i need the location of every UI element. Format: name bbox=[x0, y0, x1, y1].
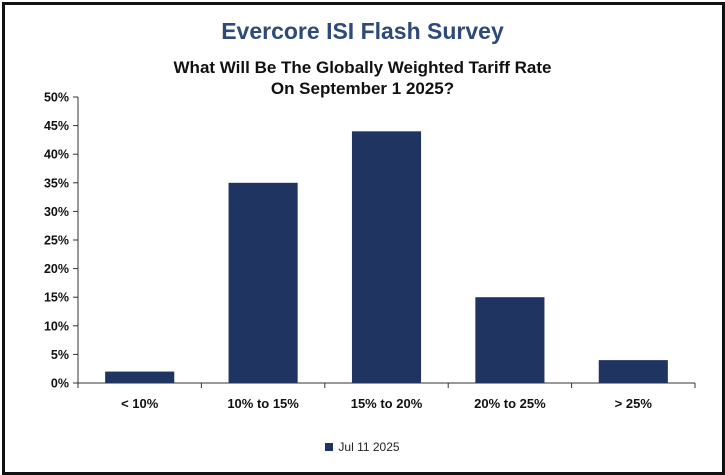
chart-title: Evercore ISI Flash Survey bbox=[221, 18, 504, 44]
y-tick-label: 40% bbox=[44, 148, 69, 162]
y-tick-label: 20% bbox=[44, 262, 69, 276]
x-tick-label: 20% to 25% bbox=[474, 396, 546, 411]
bar bbox=[598, 360, 668, 383]
y-tick-label: 50% bbox=[44, 91, 69, 105]
bar bbox=[105, 371, 175, 383]
y-tick-label: 10% bbox=[44, 319, 69, 333]
bars bbox=[105, 131, 668, 383]
chart-subtitle-line-2: On September 1 2025? bbox=[270, 79, 455, 98]
bar bbox=[475, 297, 545, 383]
chart-subtitle: What Will Be The Globally Weighted Tarif… bbox=[0, 57, 725, 99]
y-tick-label: 15% bbox=[44, 291, 69, 305]
y-tick-label: 30% bbox=[44, 205, 69, 219]
bar bbox=[351, 131, 422, 383]
y-tick-label: 45% bbox=[44, 119, 69, 133]
legend-swatch bbox=[325, 443, 334, 451]
y-tick-label: 5% bbox=[51, 348, 69, 362]
chart-subtitle-line-1: What Will Be The Globally Weighted Tarif… bbox=[173, 58, 552, 77]
y-tick-label: 35% bbox=[44, 176, 69, 190]
x-tick-label: > 25% bbox=[615, 396, 653, 411]
x-tick-label: 10% to 15% bbox=[227, 396, 299, 411]
legend: Jul 11 2025 bbox=[0, 440, 725, 454]
bar bbox=[228, 182, 298, 383]
y-tick-label: 25% bbox=[44, 234, 69, 248]
x-axis: < 10% 10% to 15% 15% to 20% 20% to 25% > 25% bbox=[77, 382, 696, 411]
x-tick-label: 15% to 20% bbox=[351, 396, 423, 411]
legend-label: Jul 11 2025 bbox=[338, 440, 400, 454]
y-tick-label: 0% bbox=[51, 377, 69, 391]
x-tick-label: < 10% bbox=[121, 396, 159, 411]
y-axis: 0% 5% 10% 15% 20% 25% 30% 35% 40% 45% 50% bbox=[44, 91, 79, 391]
